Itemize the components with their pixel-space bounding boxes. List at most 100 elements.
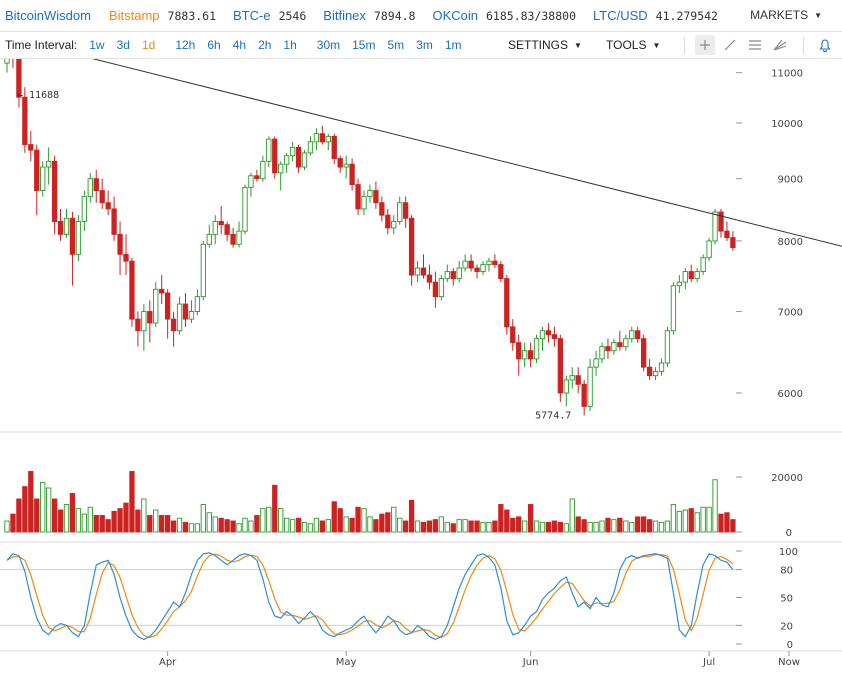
- brand-logo[interactable]: BitcoinWisdom: [5, 8, 91, 23]
- candle-body: [16, 59, 22, 98]
- volume-bar: [533, 520, 540, 533]
- candle-body: [69, 217, 76, 255]
- candle-body: [688, 271, 694, 280]
- ticker-bitfinex[interactable]: Bitfinex 7894.8: [323, 8, 415, 23]
- candle-body: [646, 366, 653, 377]
- candle-body: [516, 342, 522, 360]
- trendline: [91, 59, 842, 247]
- volume-bar: [367, 516, 373, 533]
- candle-body: [135, 318, 141, 332]
- volume-bar: [248, 520, 254, 533]
- candle-body: [379, 202, 385, 216]
- volume-bar: [486, 521, 492, 533]
- interval-6h[interactable]: 6h: [207, 38, 221, 52]
- interval-2h[interactable]: 2h: [258, 38, 272, 52]
- candle-body: [498, 264, 504, 280]
- alert-bell-icon[interactable]: [815, 35, 835, 55]
- time-interval-label: Time Interval:: [5, 38, 78, 52]
- volume-bar: [349, 517, 355, 533]
- volume-bar: [545, 521, 552, 533]
- candle-body: [248, 175, 254, 189]
- candle-body: [367, 190, 373, 198]
- volume-bar: [236, 523, 242, 533]
- tools-menu[interactable]: TOOLS ▼: [606, 38, 660, 52]
- volume-bar: [462, 519, 468, 533]
- candle-body: [403, 202, 409, 219]
- settings-label: SETTINGS: [508, 38, 569, 52]
- interval-5m[interactable]: 5m: [387, 38, 405, 52]
- volume-bar: [117, 508, 123, 533]
- ticker-btc-e[interactable]: BTC-e 2546: [233, 8, 306, 23]
- candle-body: [319, 133, 325, 143]
- candle-body: [373, 190, 379, 204]
- volume-bar: [194, 523, 201, 533]
- exchange-name: LTC/USD: [593, 8, 648, 23]
- top-bar: BitcoinWisdom Bitstamp 7883.61 BTC-e 2546 …: [0, 0, 842, 32]
- candle-body: [212, 221, 218, 235]
- interval-12h[interactable]: 12h: [175, 38, 196, 52]
- stoch-tick-label: 50: [780, 594, 793, 605]
- volume-bar: [605, 517, 611, 533]
- volume-bar: [307, 523, 314, 533]
- volume-bar: [218, 517, 224, 533]
- interval-4h[interactable]: 4h: [232, 38, 247, 52]
- candle-body: [599, 346, 605, 360]
- candle-body: [99, 190, 105, 204]
- volume-bar: [16, 498, 22, 533]
- candle-body: [510, 326, 516, 344]
- pitchfork-icon[interactable]: [770, 35, 790, 55]
- candle-body: [462, 260, 468, 269]
- volume-bar: [646, 519, 653, 533]
- volume-bar: [379, 513, 385, 533]
- candle-body: [260, 160, 266, 180]
- volume-bar: [10, 513, 16, 533]
- volume-bar: [444, 521, 450, 533]
- time-tick-label: Apr: [159, 657, 177, 668]
- ticker-ltc-usd[interactable]: LTC/USD 41.279542: [593, 8, 718, 23]
- settings-menu[interactable]: SETTINGS ▼: [508, 38, 582, 52]
- volume-bar: [212, 516, 218, 533]
- interval-3d[interactable]: 3d: [116, 38, 130, 52]
- interval-3m[interactable]: 3m: [416, 38, 433, 52]
- interval-30m[interactable]: 30m: [316, 38, 341, 52]
- candle-body: [236, 230, 242, 245]
- volume-bar: [623, 520, 629, 533]
- volume-bar: [69, 493, 76, 533]
- price-tick-label: 11000: [771, 69, 803, 80]
- candle-body: [492, 260, 498, 266]
- ticker-bitstamp[interactable]: Bitstamp 7883.61: [109, 8, 216, 23]
- volume-tick-label: 0: [786, 528, 792, 539]
- candle-body: [170, 318, 177, 332]
- candle-body: [230, 233, 236, 245]
- candle-body: [391, 221, 397, 229]
- interval-15m[interactable]: 15m: [352, 38, 376, 52]
- stoch-tick-label: 80: [780, 566, 793, 577]
- candle-body: [629, 330, 635, 340]
- volume-bar: [438, 516, 444, 533]
- price-tick-label: 8000: [778, 237, 803, 248]
- candle-body: [361, 196, 367, 210]
- candle-body: [22, 96, 28, 146]
- volume-bar: [516, 516, 522, 533]
- candle-body: [295, 146, 302, 168]
- price-tick-label: 9000: [778, 175, 803, 186]
- markets-menu[interactable]: MARKETS ▼: [750, 8, 822, 22]
- volume-bar: [135, 509, 141, 533]
- fibonacci-icon[interactable]: [745, 35, 765, 55]
- interval-1d[interactable]: 1d: [141, 38, 156, 52]
- volume-bar: [664, 520, 671, 533]
- volume-bar: [34, 498, 40, 533]
- ticker-okcoin[interactable]: OKCoin 6185.83/38800: [432, 8, 576, 23]
- crosshair-icon[interactable]: [695, 35, 715, 55]
- candle-body: [605, 346, 611, 352]
- volume-bar: [355, 506, 361, 533]
- volume-bar: [629, 521, 635, 533]
- line-draw-icon[interactable]: [720, 35, 740, 55]
- candle-body: [682, 271, 688, 283]
- interval-1h[interactable]: 1h: [283, 38, 297, 52]
- volume-bar: [527, 504, 534, 533]
- volume-bar: [641, 516, 647, 533]
- interval-1m[interactable]: 1m: [444, 38, 462, 52]
- interval-1w[interactable]: 1w: [89, 38, 105, 52]
